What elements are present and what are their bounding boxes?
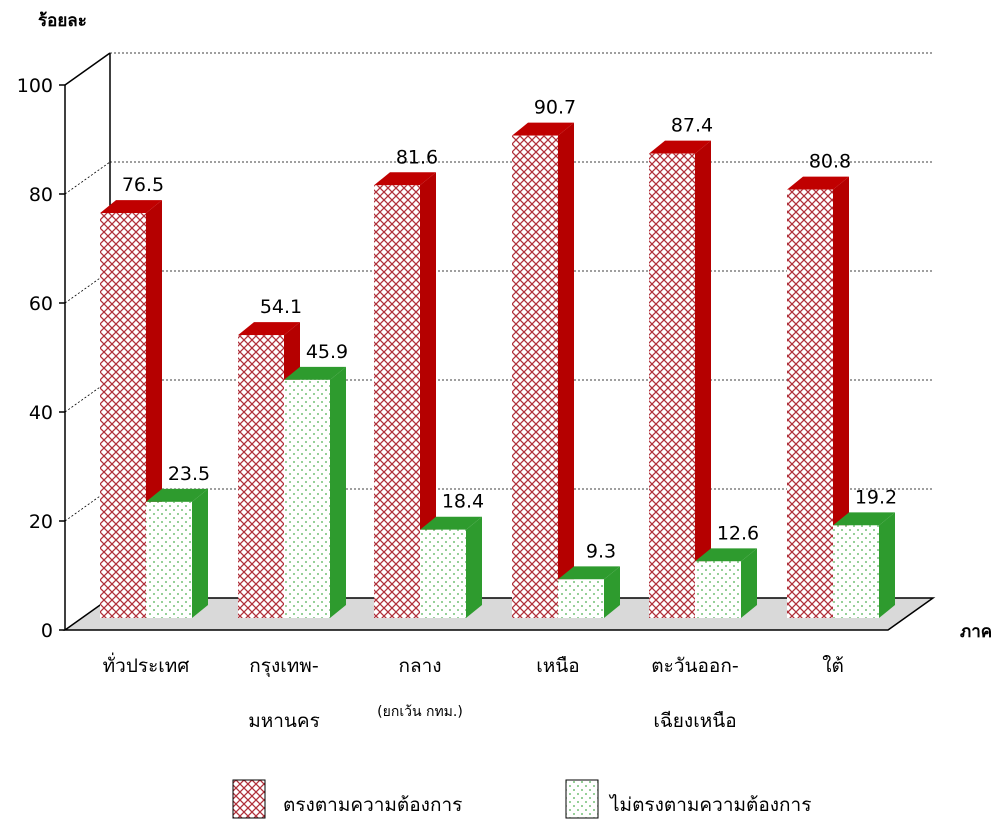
value-label-2-3: 18.4 xyxy=(442,491,484,513)
bar-side xyxy=(695,140,711,619)
y-tick-label: 0 xyxy=(41,620,53,642)
category-label-5: ตะวันออก- xyxy=(651,655,738,677)
x-axis-title: ภาค xyxy=(960,622,992,642)
bar-front xyxy=(374,185,420,618)
value-label-2-6: 19.2 xyxy=(855,486,897,508)
bar-side xyxy=(420,172,436,618)
legend-swatch-series-2 xyxy=(565,779,599,819)
y-tick-label: 40 xyxy=(29,402,53,424)
bar-side xyxy=(466,516,482,618)
bar-top xyxy=(512,122,574,136)
value-label-1-2: 54.1 xyxy=(260,296,302,318)
bar-top xyxy=(100,200,162,214)
bar-side xyxy=(833,176,849,618)
bar-front xyxy=(420,529,466,618)
bar-top xyxy=(649,140,711,154)
bar-side xyxy=(879,512,895,618)
bar-side xyxy=(604,566,620,618)
y-tick-label: 60 xyxy=(29,293,53,315)
y-tick-label: 80 xyxy=(29,184,53,206)
y-axis-title: ร้อยละ xyxy=(38,11,87,31)
bar-front xyxy=(558,579,604,618)
gridline-slant xyxy=(64,379,111,413)
category-label-2: มหานคร xyxy=(248,710,320,732)
gridline-slant xyxy=(64,52,111,86)
bar-top xyxy=(146,488,208,502)
value-label-1-6: 80.8 xyxy=(809,151,851,173)
bar-side xyxy=(558,122,574,618)
legend-label-series-2: ไม่ตรงตามความต้องการ xyxy=(608,794,811,816)
category-label-4: เหนือ xyxy=(536,655,579,677)
value-labels: 76.5 23.5 54.1 45.9 81.6 18.4 90.7 9.3 87.4 12.6 8… xyxy=(122,97,897,563)
legend-label-series-1: ตรงตามความต้องการ xyxy=(283,794,462,816)
bar-top xyxy=(695,548,757,562)
bar-2-6 xyxy=(833,512,895,618)
value-label-2-1: 23.5 xyxy=(168,463,210,485)
bar-top xyxy=(374,172,436,186)
bar-top xyxy=(558,566,620,580)
bar-2-4 xyxy=(558,566,620,618)
category-labels: ทั่วประเทศ กรุงเทพ- มหานคร กลาง (ยกเว้น กทม.… xyxy=(103,652,844,732)
gridline-slant xyxy=(64,270,111,304)
bar-1-4 xyxy=(512,122,574,618)
category-label-2: กรุงเทพ- xyxy=(249,655,318,678)
bar-1-6 xyxy=(787,176,849,618)
category-note-3: (ยกเว้น กทม.) xyxy=(377,704,463,720)
bar-front xyxy=(833,525,879,618)
category-label-3: กลาง xyxy=(398,655,441,677)
bar-top xyxy=(833,512,895,526)
bar-1-5 xyxy=(649,140,711,619)
bar-front xyxy=(695,561,741,618)
category-label-6: ใต้ xyxy=(822,655,844,677)
value-label-2-5: 12.6 xyxy=(717,522,759,544)
value-label-2-2: 45.9 xyxy=(306,341,348,363)
bar-front xyxy=(100,213,146,618)
gridline-slant xyxy=(64,161,111,195)
bar-side xyxy=(192,488,208,618)
bar-front xyxy=(512,135,558,618)
value-label-1-3: 81.6 xyxy=(396,146,438,168)
bar-top xyxy=(787,176,849,190)
bar-2-5 xyxy=(695,548,757,618)
gridline-slant xyxy=(64,488,111,522)
bar-2-1 xyxy=(146,488,208,618)
bar-top xyxy=(238,322,300,336)
legend-swatch-series-1 xyxy=(232,779,266,819)
bar-side xyxy=(741,548,757,618)
bar-front xyxy=(649,153,695,619)
y-axis-ticks: 0 20 40 60 80 100 xyxy=(17,75,65,642)
value-label-1-5: 87.4 xyxy=(671,115,713,137)
value-label-1-1: 76.5 xyxy=(122,174,164,196)
bar-top xyxy=(420,516,482,530)
value-label-2-4: 9.3 xyxy=(586,540,616,562)
category-label-1: ทั่วประเทศ xyxy=(103,652,190,677)
bar-top xyxy=(284,366,346,380)
bar-front xyxy=(284,379,330,618)
y-tick-label: 100 xyxy=(17,75,53,97)
category-label-5: เฉียงเหนือ xyxy=(653,710,736,732)
bars xyxy=(100,122,895,619)
bar-2-2 xyxy=(284,366,346,618)
bar-side xyxy=(330,366,346,618)
value-label-1-4: 90.7 xyxy=(534,97,576,119)
bar-2-3 xyxy=(420,516,482,618)
y-tick-label: 20 xyxy=(29,511,53,533)
bar-front xyxy=(146,501,192,618)
bar-front xyxy=(238,335,284,618)
bar-front xyxy=(787,189,833,618)
bar-1-3 xyxy=(374,172,436,618)
legend: ตรงตามความต้องการ ไม่ตรงตามความต้องการ xyxy=(232,779,811,819)
